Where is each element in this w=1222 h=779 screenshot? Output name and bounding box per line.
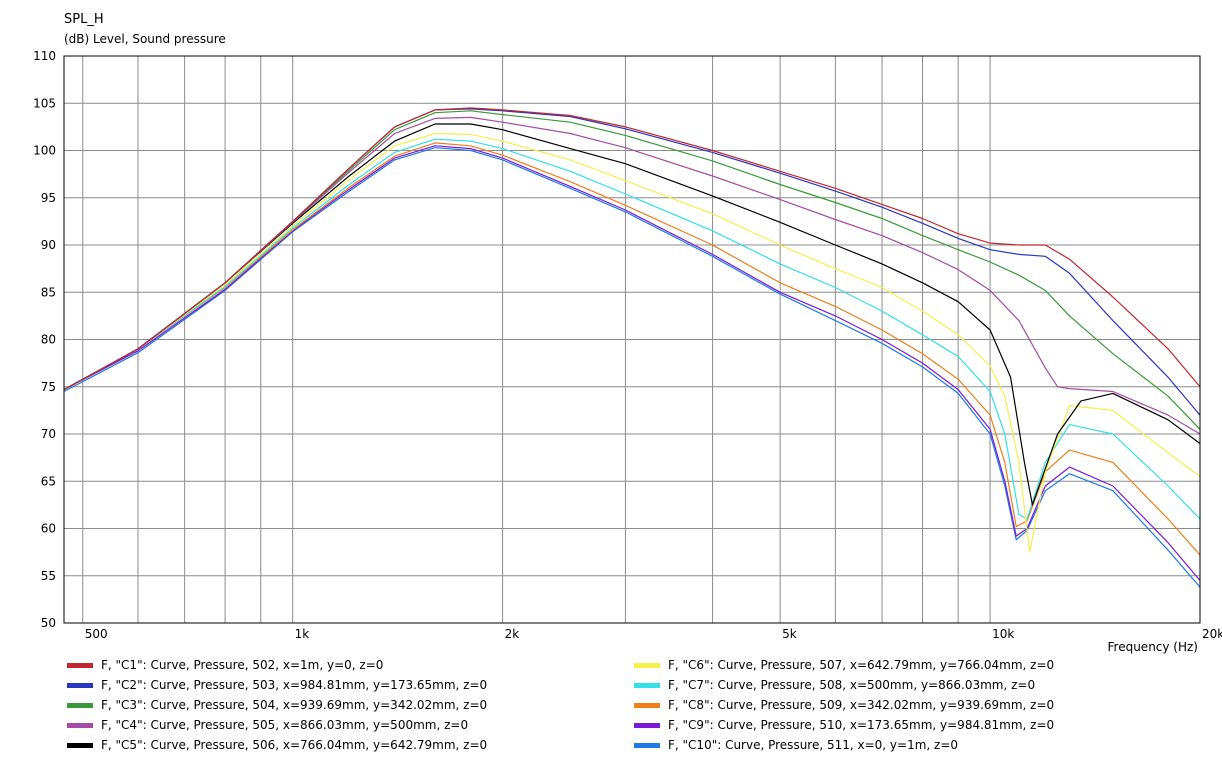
x-tick-label: 5k (782, 627, 797, 641)
series-line (63, 116, 1201, 435)
y-tick-label: 60 (41, 522, 56, 536)
y-tick-label: 90 (41, 238, 56, 252)
x-tick-label: 1k (295, 627, 310, 641)
y-tick-label: 95 (41, 191, 56, 205)
y-tick-label: 70 (41, 427, 56, 441)
legend-label: F, "C9": Curve, Pressure, 510, x=173.65m… (668, 718, 1055, 732)
x-tick-label: 2k (505, 627, 520, 641)
series-line (63, 108, 1201, 416)
chart-title: SPL_H (64, 12, 104, 27)
legend-swatch (67, 663, 93, 668)
y-tick-label: 80 (41, 333, 56, 347)
legend-swatch (634, 663, 660, 668)
x-axis-label: Frequency (Hz) (1108, 640, 1199, 654)
y-tick-label: 65 (41, 474, 56, 488)
legend-swatch (634, 683, 660, 688)
y-tick-label: 55 (41, 569, 56, 583)
legend-swatch (634, 703, 660, 708)
y-tick-label: 75 (41, 380, 56, 394)
series-line (63, 132, 1201, 553)
legend: F, "C1": Curve, Pressure, 502, x=1m, y=0… (0, 658, 1222, 768)
y-tick-label: 105 (33, 96, 56, 110)
y-tick-label: 85 (41, 285, 56, 299)
legend-label: F, "C6": Curve, Pressure, 507, x=642.79m… (668, 658, 1055, 672)
legend-swatch (67, 723, 93, 728)
legend-swatch (67, 683, 93, 688)
legend-label: F, "C4": Curve, Pressure, 505, x=866.03m… (101, 718, 469, 732)
series-line (63, 138, 1201, 520)
legend-label: F, "C8": Curve, Pressure, 509, x=342.02m… (668, 698, 1055, 712)
y-tick-label: 100 (33, 144, 56, 158)
x-tick-label: 10k (992, 627, 1014, 641)
y-axis-label: (dB) Level, Sound pressure (64, 32, 226, 46)
legend-swatch (634, 743, 660, 748)
legend-label: F, "C2": Curve, Pressure, 503, x=984.81m… (101, 678, 488, 692)
series-line (63, 107, 1201, 391)
x-tick-label: 500 (85, 627, 108, 641)
series-line (63, 142, 1201, 556)
legend-label: F, "C1": Curve, Pressure, 502, x=1m, y=0… (101, 658, 384, 672)
series-line (63, 145, 1201, 581)
y-tick-label: 50 (41, 616, 56, 630)
legend-label: F, "C10": Curve, Pressure, 511, x=0, y=1… (668, 738, 959, 752)
series-line (63, 147, 1201, 588)
series-line (63, 110, 1201, 430)
legend-label: F, "C5": Curve, Pressure, 506, x=766.04m… (101, 738, 488, 752)
legend-swatch (67, 703, 93, 708)
legend-swatch (67, 743, 93, 748)
y-tick-label: 110 (33, 49, 56, 63)
series-line (63, 123, 1201, 506)
x-tick-label: 20k (1202, 627, 1222, 641)
legend-label: F, "C7": Curve, Pressure, 508, x=500mm, … (668, 678, 1036, 692)
legend-label: F, "C3": Curve, Pressure, 504, x=939.69m… (101, 698, 488, 712)
legend-swatch (634, 723, 660, 728)
spl-plot: 50 55 60 65 70 75 80 85 90 95 100 105 110 500 1k 2k 5k 10… (33, 49, 1222, 654)
